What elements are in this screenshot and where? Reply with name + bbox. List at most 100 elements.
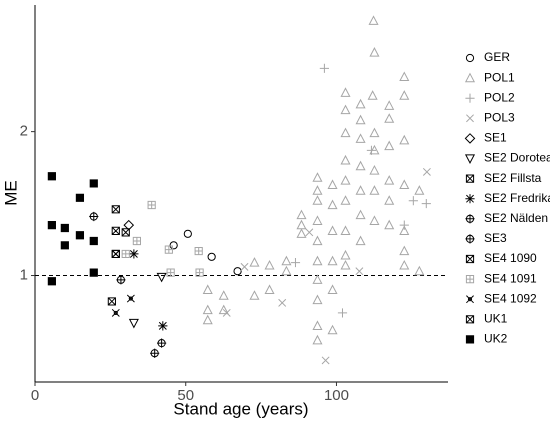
marker (116, 275, 126, 285)
marker (399, 259, 410, 270)
marker (47, 172, 56, 181)
x-tick-label: 0 (31, 387, 39, 404)
marker (355, 98, 366, 109)
marker (355, 185, 366, 195)
legend-label: POL2 (484, 90, 515, 104)
marker (355, 133, 366, 143)
marker (319, 63, 330, 73)
marker (296, 209, 307, 220)
legend-marker (465, 254, 475, 264)
legend-label: SE4 1090 (484, 251, 537, 265)
marker (249, 290, 260, 300)
legend-marker (464, 72, 476, 83)
marker (75, 231, 85, 240)
marker (166, 268, 175, 277)
legend-label: POL3 (484, 110, 515, 124)
marker (355, 160, 366, 171)
marker (296, 228, 307, 238)
marker (312, 334, 323, 345)
marker (194, 246, 203, 256)
marker (340, 175, 351, 185)
marker (355, 235, 366, 246)
marker (89, 268, 98, 277)
marker (207, 252, 216, 261)
marker (121, 228, 130, 237)
marker (340, 104, 351, 115)
marker (89, 211, 99, 222)
marker (281, 265, 292, 276)
y-axis-label: ME (1, 180, 20, 206)
marker (369, 47, 380, 57)
marker (399, 179, 410, 189)
marker (296, 219, 307, 230)
marker (368, 15, 379, 25)
marker (111, 226, 120, 236)
marker (312, 235, 323, 246)
legend-label: POL1 (484, 70, 515, 84)
marker (111, 308, 120, 317)
legend-label: GER (484, 50, 510, 64)
marker (107, 297, 116, 306)
marker (399, 71, 410, 82)
marker (89, 236, 98, 246)
legend-marker (466, 295, 474, 304)
marker (312, 274, 323, 284)
marker (312, 294, 323, 305)
marker (384, 113, 395, 123)
marker (399, 220, 409, 230)
marker (384, 219, 395, 230)
marker (340, 154, 351, 165)
marker (202, 284, 213, 295)
marker (89, 179, 98, 188)
x-axis-label: Stand age (years) (173, 399, 308, 418)
legend-label: SE2 Fillsta (484, 171, 542, 185)
marker (305, 228, 314, 237)
marker (312, 255, 323, 266)
marker (222, 308, 231, 317)
marker (312, 195, 323, 205)
legend-label: SE3 (484, 231, 507, 245)
marker (195, 268, 204, 277)
marker (340, 195, 351, 205)
marker (384, 195, 395, 205)
marker (340, 87, 351, 97)
legend-marker (465, 53, 475, 63)
marker (312, 172, 323, 182)
marker (278, 298, 287, 307)
marker (264, 284, 275, 295)
marker (369, 127, 380, 138)
y-tick-label: 1 (20, 266, 28, 283)
marker (399, 134, 410, 145)
marker (218, 304, 229, 315)
marker (384, 140, 395, 151)
marker (414, 185, 425, 195)
marker (366, 145, 377, 155)
marker (312, 185, 323, 195)
marker (240, 262, 249, 271)
marker (337, 308, 348, 318)
marker (157, 338, 167, 348)
marker (355, 114, 366, 125)
marker (327, 284, 338, 295)
marker (327, 179, 338, 189)
marker (369, 165, 380, 175)
marker (264, 259, 275, 270)
legend-marker (465, 275, 475, 284)
legend-label: UK2 (484, 332, 508, 346)
marker (111, 205, 120, 214)
legend-label: SE2 Dorotea (484, 151, 550, 165)
legend-marker (466, 114, 474, 123)
marker (384, 175, 395, 185)
legend-label: SE4 1091 (484, 271, 537, 285)
marker (60, 241, 69, 250)
marker (128, 318, 139, 329)
marker (399, 245, 410, 256)
marker (327, 199, 338, 210)
x-tick-label: 50 (177, 387, 194, 404)
marker (327, 324, 338, 335)
legend-marker (465, 194, 475, 204)
y-tick-label: 2 (20, 123, 28, 140)
marker (414, 265, 425, 276)
marker (340, 259, 351, 270)
